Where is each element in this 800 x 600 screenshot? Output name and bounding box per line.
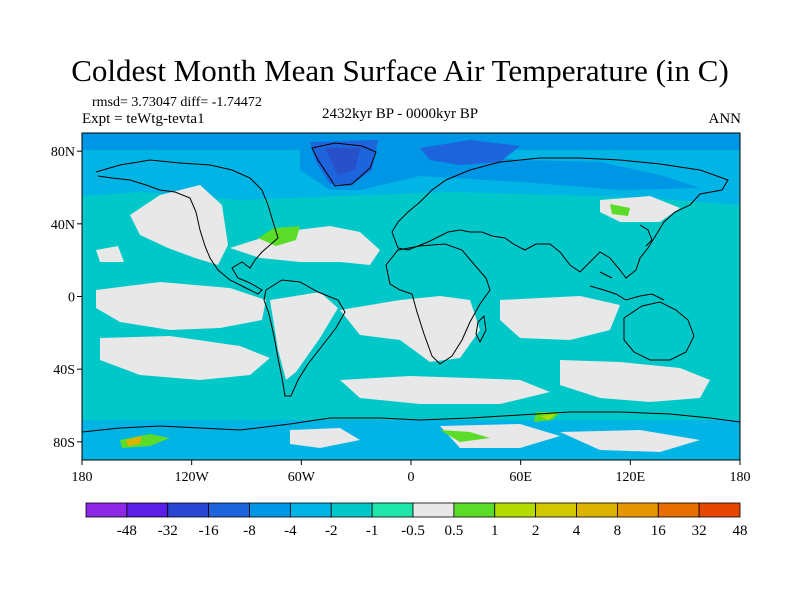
- lat-tick-label: 40S: [53, 363, 75, 378]
- coastline-greenland: [311, 142, 377, 187]
- anomaly-region: [300, 136, 700, 190]
- lon-tick-label: 60E: [509, 470, 532, 485]
- colorbar-box: [698, 502, 741, 518]
- colorbar-label: -8: [243, 523, 256, 539]
- colorbar-label: -4: [284, 523, 297, 539]
- longitude-ticks: 180 120W 60W 0 60E 120E 180: [72, 460, 751, 485]
- lat-tick-label: 40N: [51, 218, 75, 233]
- coastline-antarctica: [82, 411, 740, 433]
- anomaly-regions: [82, 133, 740, 460]
- colorbar-box: [167, 502, 210, 518]
- anomaly-region: [560, 360, 710, 402]
- colorbar-box: [249, 502, 291, 518]
- coastline-madagascar: [475, 314, 487, 344]
- coastline-africa: [385, 243, 491, 365]
- colorbar-box: [412, 502, 455, 518]
- colorbar-label: 8: [614, 523, 622, 539]
- colorbar-box: [494, 502, 537, 518]
- coastline-indonesia: [589, 271, 665, 301]
- colorbar-box: [616, 502, 659, 518]
- anomaly-region: [82, 420, 740, 460]
- anomaly-region: [440, 424, 560, 448]
- anomaly-region: [130, 185, 228, 265]
- map-title: Coldest Month Mean Surface Air Temperatu…: [71, 53, 729, 88]
- lat-tick-label: 80S: [53, 436, 75, 451]
- anomaly-region: [325, 148, 360, 175]
- season-label: ANN: [708, 111, 742, 127]
- anomaly-region: [420, 140, 520, 165]
- lon-tick-label: 180: [72, 470, 93, 485]
- anomaly-region: [258, 226, 300, 246]
- anomaly-region: [340, 376, 550, 404]
- anomaly-region: [100, 336, 270, 380]
- experiment-label: Expt = teWtg-tevta1: [82, 111, 205, 127]
- anomaly-region: [610, 204, 630, 216]
- period-label: 2432kyr BP - 0000kyr BP: [322, 106, 479, 122]
- anomaly-region: [126, 436, 142, 446]
- anomaly-region: [440, 430, 490, 442]
- rmsd-value: rmsd= 3.73047: [92, 95, 177, 110]
- colorbar-label: -2: [325, 523, 338, 539]
- lon-tick-label: 0: [408, 470, 415, 485]
- colorbar-box: [330, 502, 373, 518]
- latitude-ticks: 80N 40N 0 40S 80S: [51, 145, 82, 451]
- anomaly-region: [290, 428, 360, 448]
- colorbar-label: 48: [733, 523, 748, 539]
- anomaly-region: [96, 282, 266, 330]
- coastline-australia: [623, 301, 695, 361]
- stats-line: rmsd= 3.73047 diff= -1.74472: [92, 95, 262, 111]
- coastline-south-america: [263, 279, 346, 397]
- colorbar-box: [289, 502, 332, 518]
- anomaly-region: [340, 296, 480, 362]
- colorbar-label: 16: [651, 523, 667, 539]
- lon-tick-label: 180: [730, 470, 751, 485]
- anomaly-region: [600, 196, 680, 222]
- colorbar-label: -32: [158, 523, 178, 539]
- colorbar-box: [453, 502, 496, 518]
- anomaly-region: [540, 414, 556, 420]
- colorbar: [85, 502, 741, 518]
- lat-tick-label: 0: [68, 291, 75, 306]
- anomaly-region: [500, 296, 620, 340]
- colorbar-box: [126, 502, 169, 518]
- lon-tick-label: 60W: [288, 470, 316, 485]
- colorbar-box: [371, 502, 414, 518]
- colorbar-label: 4: [573, 523, 581, 539]
- colorbar-box: [535, 502, 577, 518]
- colorbar-label: 2: [532, 523, 540, 539]
- coastline-europe-asia: [391, 157, 729, 279]
- anomaly-region: [82, 133, 740, 150]
- anomaly-region: [560, 430, 700, 452]
- colorbar-box: [657, 502, 700, 518]
- coastline-north-america: [95, 159, 279, 295]
- colorbar-label: 0.5: [445, 523, 464, 539]
- lon-tick-label: 120E: [616, 470, 646, 485]
- colorbar-label: -48: [117, 523, 137, 539]
- colorbar-labels: -48 -32 -16 -8 -4 -2 -1 -0.5 0.5 1 2 4 8 16 32 48: [117, 523, 748, 539]
- colorbar-label: -0.5: [401, 523, 425, 539]
- colorbar-label: 32: [692, 523, 707, 539]
- coastline-japan: [639, 224, 653, 247]
- colorbar-box: [576, 502, 618, 518]
- diff-value: diff= -1.74472: [180, 95, 262, 110]
- lat-tick-label: 80N: [51, 145, 75, 160]
- colorbar-label: 1: [491, 523, 499, 539]
- colorbar-box: [85, 502, 128, 518]
- colorbar-box: [208, 502, 250, 518]
- anomaly-region: [270, 292, 338, 380]
- lon-tick-label: 120W: [175, 470, 210, 485]
- coastlines: [82, 142, 740, 433]
- anomaly-region: [96, 246, 124, 262]
- map-area: [82, 133, 740, 460]
- anomaly-region: [230, 226, 380, 265]
- colorbar-label: -16: [199, 523, 219, 539]
- colorbar-label: -1: [366, 523, 379, 539]
